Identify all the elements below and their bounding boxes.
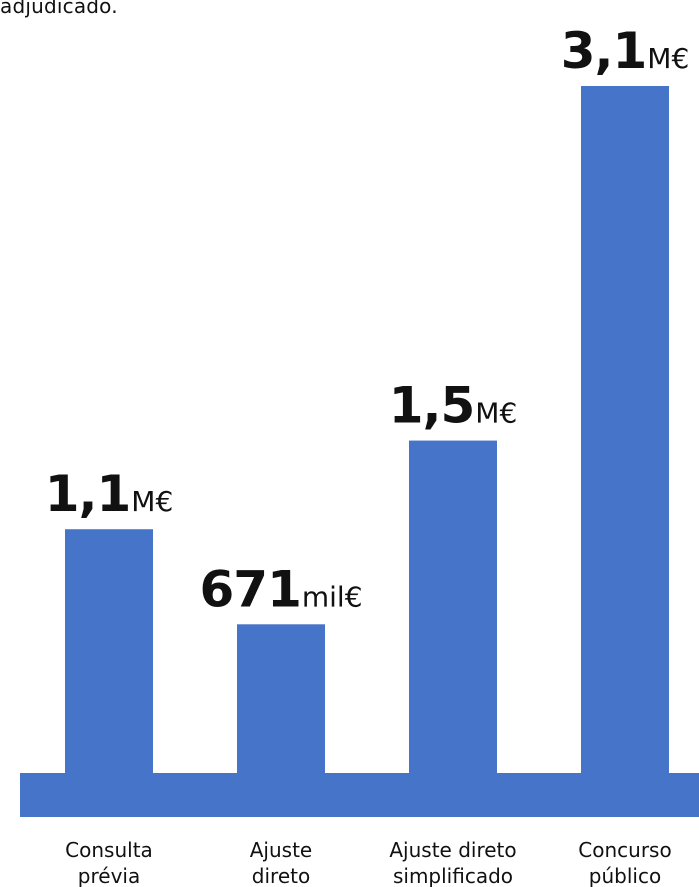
bar [581, 86, 669, 774]
category-label: Concurso [578, 838, 671, 862]
header-fragment: adjudicado. [0, 0, 118, 18]
data-label-number: 1,5 [389, 377, 475, 435]
data-label-number: 1,1 [45, 465, 131, 523]
bar [237, 624, 325, 774]
category-label: público [589, 864, 661, 887]
data-label: 1,1M€ [45, 465, 174, 523]
category-label: simplificado [393, 864, 513, 887]
data-label-unit: mil€ [302, 580, 363, 613]
data-label: 1,5M€ [389, 377, 518, 435]
data-label-unit: M€ [131, 485, 173, 518]
bar [65, 529, 153, 774]
data-label-unit: M€ [647, 42, 689, 75]
category-label: Consulta [65, 838, 153, 862]
bar [409, 440, 497, 774]
chart-baseline [20, 773, 699, 817]
category-label: prévia [78, 864, 140, 887]
data-label: 3,1M€ [561, 22, 690, 80]
category-label: Ajuste [250, 838, 312, 862]
data-label-number: 3,1 [561, 22, 647, 80]
data-label: 671mil€ [199, 560, 362, 618]
data-label-number: 671 [199, 560, 300, 618]
category-label: direto [252, 864, 310, 887]
data-label-unit: M€ [475, 397, 517, 430]
category-label: Ajuste direto [389, 838, 516, 862]
